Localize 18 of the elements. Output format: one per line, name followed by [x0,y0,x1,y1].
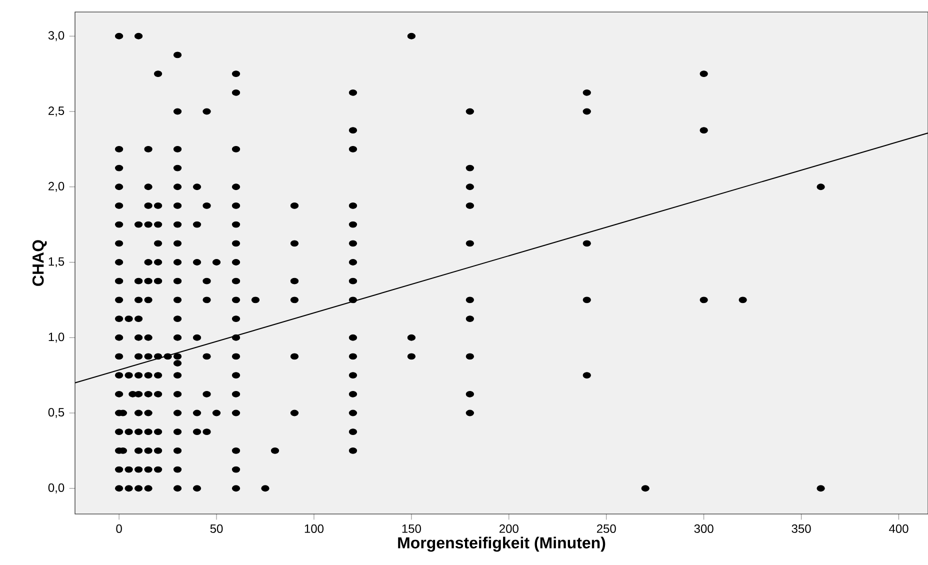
x-axis-title: Morgensteifigkeit (Minuten) [398,536,606,552]
x-tick-label: 250 [596,524,616,533]
y-tick-label: 3,0 [48,31,64,42]
y-tick-label: 2,0 [48,182,64,192]
x-tick-label: 0 [116,524,122,533]
x-tick-label: 150 [402,524,421,533]
x-tick-label: 200 [500,524,518,533]
y-tick-label: 1,5 [48,257,64,268]
x-tick-label: 300 [694,524,714,533]
x-tick-label: 50 [210,524,223,533]
x-tick-label: 100 [304,524,324,533]
y-tick-label: 1,0 [48,332,64,343]
y-tick-label: 2,5 [48,106,64,116]
y-tick-label: 0,5 [48,408,64,418]
x-tick-label: 350 [792,524,811,533]
y-tick-label: 0,0 [48,483,64,494]
y-axis-title: CHAQ [32,240,47,286]
x-tick-label: 400 [889,524,908,533]
